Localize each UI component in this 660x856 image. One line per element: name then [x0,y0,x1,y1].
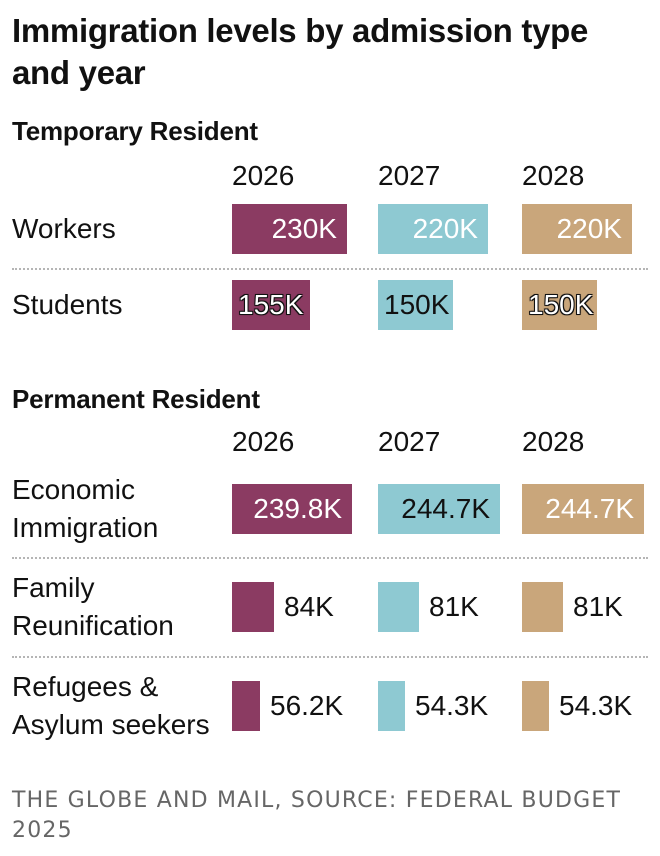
row-label-line: Family [12,572,95,603]
bar-2027 [378,681,405,731]
row-label: Students [12,286,123,324]
row-label: Economic Immigration [12,471,158,547]
bar-2028 [522,681,549,731]
data-label: 54.3K [415,690,489,721]
section-title: Permanent Resident [12,384,260,414]
year-header: 2026 [232,160,295,191]
year-header: 2026 [232,426,295,457]
data-label: 56.2K [270,690,344,721]
data-label: 220K [412,213,478,244]
bar-2026 [232,280,310,330]
data-label: 244.7K [401,493,490,524]
data-label: 220K [556,213,622,244]
year-header: 2027 [378,160,441,191]
row-label-line: Economic [12,474,135,505]
bar-2026 [232,204,347,254]
bar-2028 [522,204,632,254]
data-label: 81K [573,591,623,622]
data-label: 81K [429,591,479,622]
chart-title: Immigration levels by admission type and… [12,12,589,91]
year-header: 2028 [522,426,585,457]
bar-2028 [522,280,597,330]
section-title: Temporary Resident [12,116,258,146]
data-label: 230K [271,213,337,244]
row-divider [12,557,648,559]
bar-2028 [522,582,563,632]
bar-2027 [378,484,500,534]
row-label-line: Immigration [12,512,159,543]
bar-2028 [522,484,644,534]
data-label: 84K [284,591,334,622]
row-label-line: Refugees & [12,671,159,702]
data-label: 239.8K [253,493,342,524]
year-header: 2027 [378,426,441,457]
data-label: 150K [384,289,450,320]
row-label: Refugees & Asylum seekers [12,668,210,744]
bar-2027 [378,204,488,254]
year-header: 2028 [522,160,585,191]
bar-2027 [378,582,419,632]
data-label: 150K [528,289,594,320]
bar-2026 [232,484,352,534]
row-divider [12,268,648,270]
source-credit: THE GLOBE AND MAIL, SOURCE: FEDERAL BUDG… [12,788,622,843]
row-label: Family Reunification [12,569,174,645]
row-label-line: Students [12,289,123,320]
bar-2026 [232,582,274,632]
bar-2027 [378,280,453,330]
data-label: 155K [238,289,304,320]
row-label-line: Workers [12,213,116,244]
row-label: Workers [12,210,116,248]
bar-2026 [232,681,260,731]
row-divider [12,656,648,658]
data-label: 244.7K [545,493,634,524]
row-label-line: Reunification [12,610,174,641]
row-label-line: Asylum seekers [12,709,210,740]
data-label: 54.3K [559,690,633,721]
